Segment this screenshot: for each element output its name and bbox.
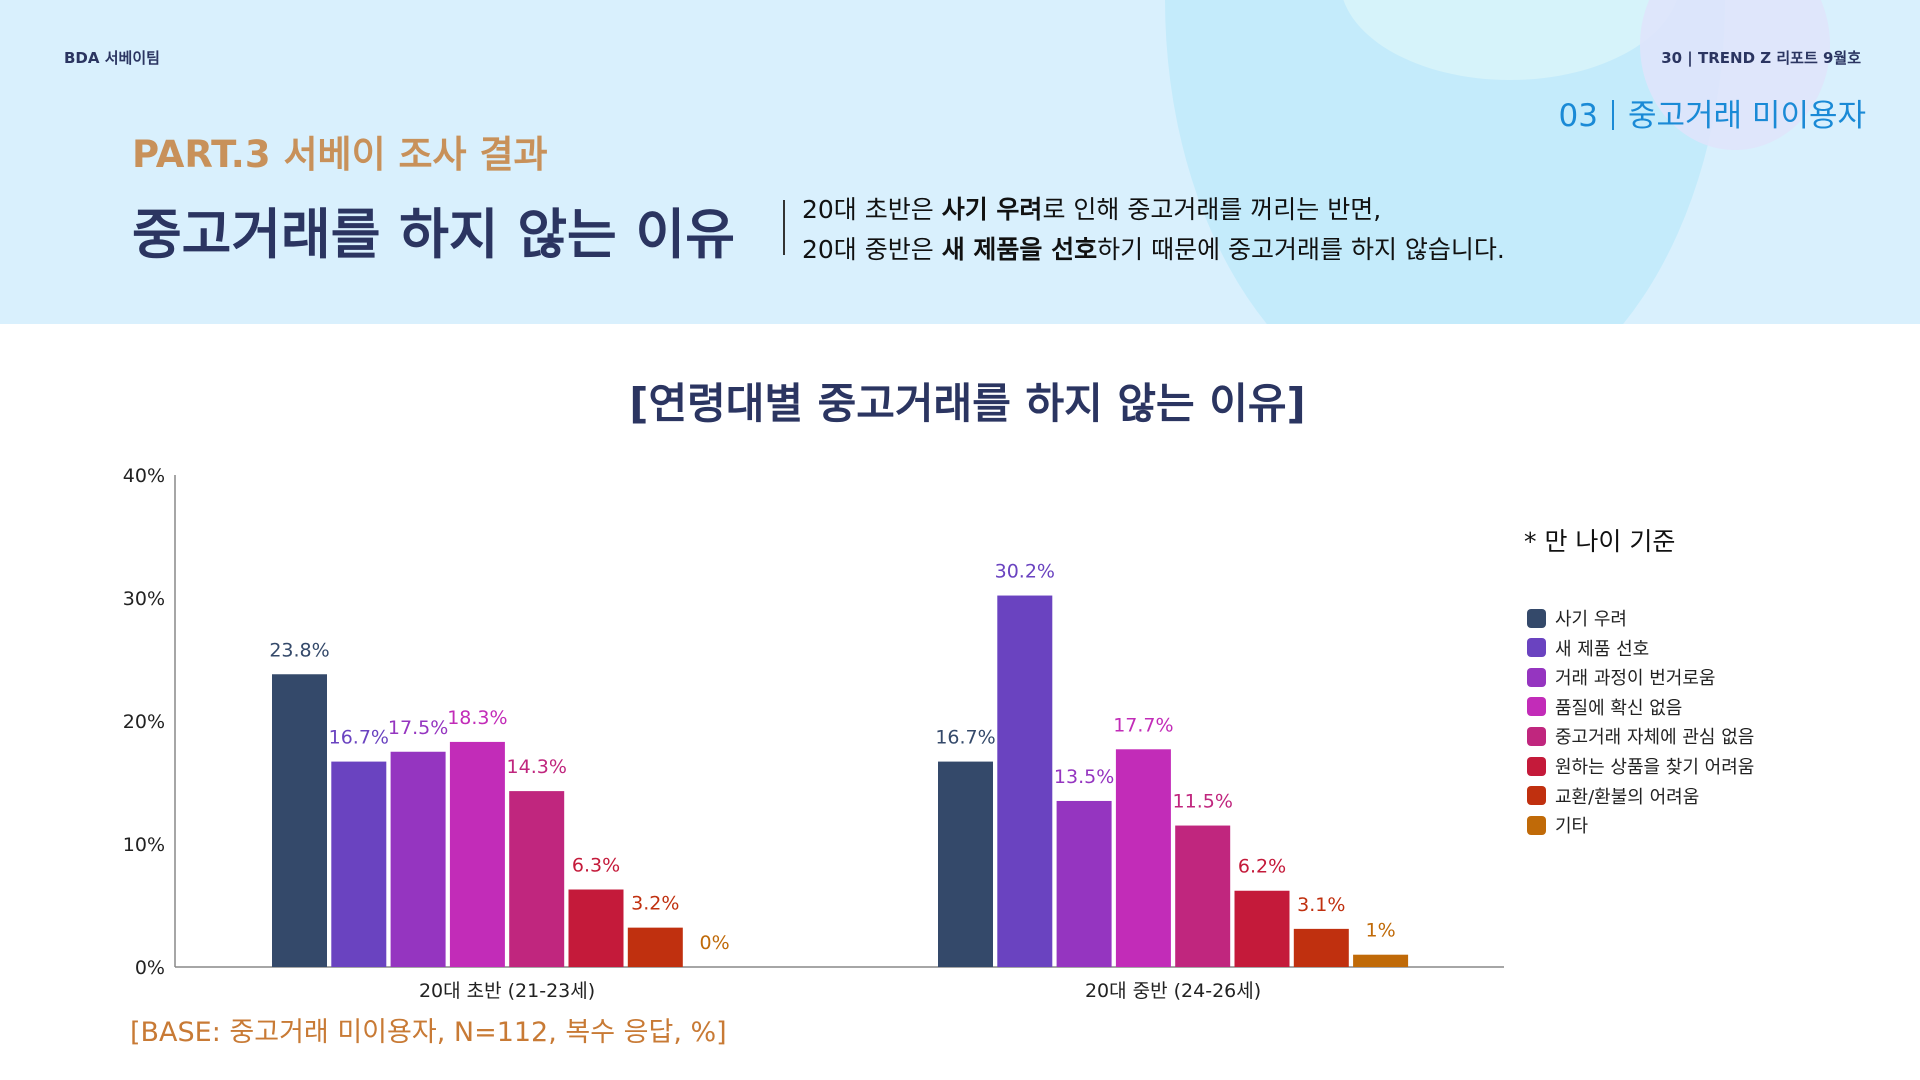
- description-line-1: 20대 초반은 사기 우려로 인해 중고거래를 꺼리는 반면,: [802, 190, 1505, 230]
- data-label: 6.2%: [1238, 856, 1286, 878]
- bar: [331, 761, 387, 967]
- data-label: 13.5%: [1054, 766, 1114, 788]
- bar: [1293, 928, 1349, 967]
- bar: [390, 751, 446, 967]
- legend-swatch: [1527, 608, 1546, 628]
- legend-label: 사기 우려: [1555, 609, 1627, 630]
- divider: [783, 200, 785, 255]
- legend-item: 거래 과정이 번거로움: [1527, 664, 1715, 690]
- description: 20대 초반은 사기 우려로 인해 중고거래를 꺼리는 반면, 20대 중반은 …: [802, 190, 1505, 270]
- legend-item: 품질에 확신 없음: [1527, 694, 1682, 720]
- bar: [1353, 954, 1409, 967]
- team-name: BDA 서베이팀: [64, 49, 160, 67]
- data-label: 1%: [1366, 920, 1396, 942]
- page-title: 중고거래를 하지 않는 이유: [132, 203, 735, 266]
- bar: [1056, 800, 1112, 967]
- data-label: 17.7%: [1113, 714, 1173, 736]
- data-label: 3.2%: [631, 893, 679, 915]
- issue-label: 30 | TREND Z 리포트 9월호: [1661, 49, 1861, 67]
- text: 20대 초반은: [802, 195, 942, 224]
- data-label: 14.3%: [507, 756, 567, 778]
- divider: [1611, 100, 1614, 130]
- data-label: 11.5%: [1173, 791, 1233, 813]
- x-tick-label: 20대 초반 (21-23세): [419, 980, 595, 1002]
- legend-label: 교환/환불의 어려움: [1555, 786, 1700, 808]
- bar: [449, 741, 505, 967]
- legend-swatch: [1527, 638, 1546, 658]
- highlight: 새 제품을 선호: [941, 235, 1098, 264]
- legend-label: 원하는 상품을 찾기 어려움: [1555, 757, 1755, 778]
- bar: [1115, 749, 1171, 967]
- bar: [568, 889, 624, 967]
- y-tick-label: 30%: [123, 588, 165, 610]
- legend-label: 새 제품 선호: [1555, 638, 1650, 660]
- data-label: 6.3%: [572, 855, 620, 877]
- description-line-2: 20대 중반은 새 제품을 선호하기 때문에 중고거래를 하지 않습니다.: [802, 230, 1505, 270]
- chart-title: [연령대별 중고거래를 하지 않는 이유]: [629, 379, 1306, 428]
- text: 로 인해 중고거래를 꺼리는 반면,: [1042, 195, 1382, 224]
- legend-item: 중고거래 자체에 관심 없음: [1527, 723, 1754, 749]
- part-label: PART.3 서베이 조사 결과: [132, 133, 548, 176]
- legend-swatch: [1527, 726, 1546, 746]
- y-tick-label: 0%: [135, 957, 165, 979]
- header-banner: BDA 서베이팀 30 | TREND Z 리포트 9월호 03 중고거래 미이용…: [0, 0, 1920, 324]
- bar: [1234, 890, 1290, 967]
- text: 20대 중반은: [802, 235, 942, 264]
- bar: [997, 595, 1053, 967]
- y-tick-label: 20%: [123, 711, 165, 733]
- data-label: 23.8%: [269, 639, 329, 661]
- data-label: 0%: [700, 932, 730, 954]
- legend-item: 기타: [1527, 812, 1588, 838]
- legend-swatch: [1527, 815, 1546, 835]
- legend-label: 중고거래 자체에 관심 없음: [1555, 727, 1755, 749]
- bar: [938, 761, 993, 967]
- legend-swatch: [1527, 667, 1546, 687]
- y-tick-label: 10%: [123, 834, 165, 856]
- highlight: 사기 우려: [941, 195, 1043, 224]
- legend-swatch: [1527, 697, 1546, 717]
- section-name: 중고거래 미이용자: [1627, 98, 1866, 134]
- legend-item: 사기 우려: [1527, 605, 1627, 631]
- data-label: 16.7%: [329, 727, 389, 749]
- data-label: 17.5%: [388, 717, 448, 739]
- y-tick-label: 40%: [123, 465, 165, 487]
- data-label: 3.1%: [1297, 894, 1345, 916]
- bar: [1175, 825, 1231, 967]
- legend-item: 교환/환불의 어려움: [1527, 783, 1699, 809]
- legend-item: 원하는 상품을 찾기 어려움: [1527, 753, 1754, 779]
- bar: [627, 927, 683, 967]
- legend-label: 품질에 확신 없음: [1555, 697, 1683, 719]
- data-label: 30.2%: [995, 561, 1055, 583]
- base-note: [BASE: 중고거래 미이용자, N=112, 복수 응답, %]: [130, 1017, 727, 1048]
- bar: [509, 791, 565, 967]
- text: 하기 때문에 중고거래를 하지 않습니다.: [1097, 235, 1505, 264]
- age-note: * 만 나이 기준: [1524, 527, 1676, 556]
- legend-label: 기타: [1555, 816, 1589, 838]
- data-label: 16.7%: [935, 727, 995, 749]
- section-label: 03 중고거래 미이용자: [1559, 90, 1866, 135]
- section-number: 03: [1558, 98, 1598, 134]
- data-label: 18.3%: [447, 707, 507, 729]
- legend-swatch: [1527, 786, 1546, 806]
- legend-swatch: [1527, 756, 1546, 776]
- legend-label: 거래 과정이 번거로움: [1555, 668, 1716, 690]
- bar: [272, 674, 327, 967]
- legend-item: 새 제품 선호: [1527, 635, 1649, 661]
- x-tick-label: 20대 중반 (24-26세): [1085, 980, 1261, 1002]
